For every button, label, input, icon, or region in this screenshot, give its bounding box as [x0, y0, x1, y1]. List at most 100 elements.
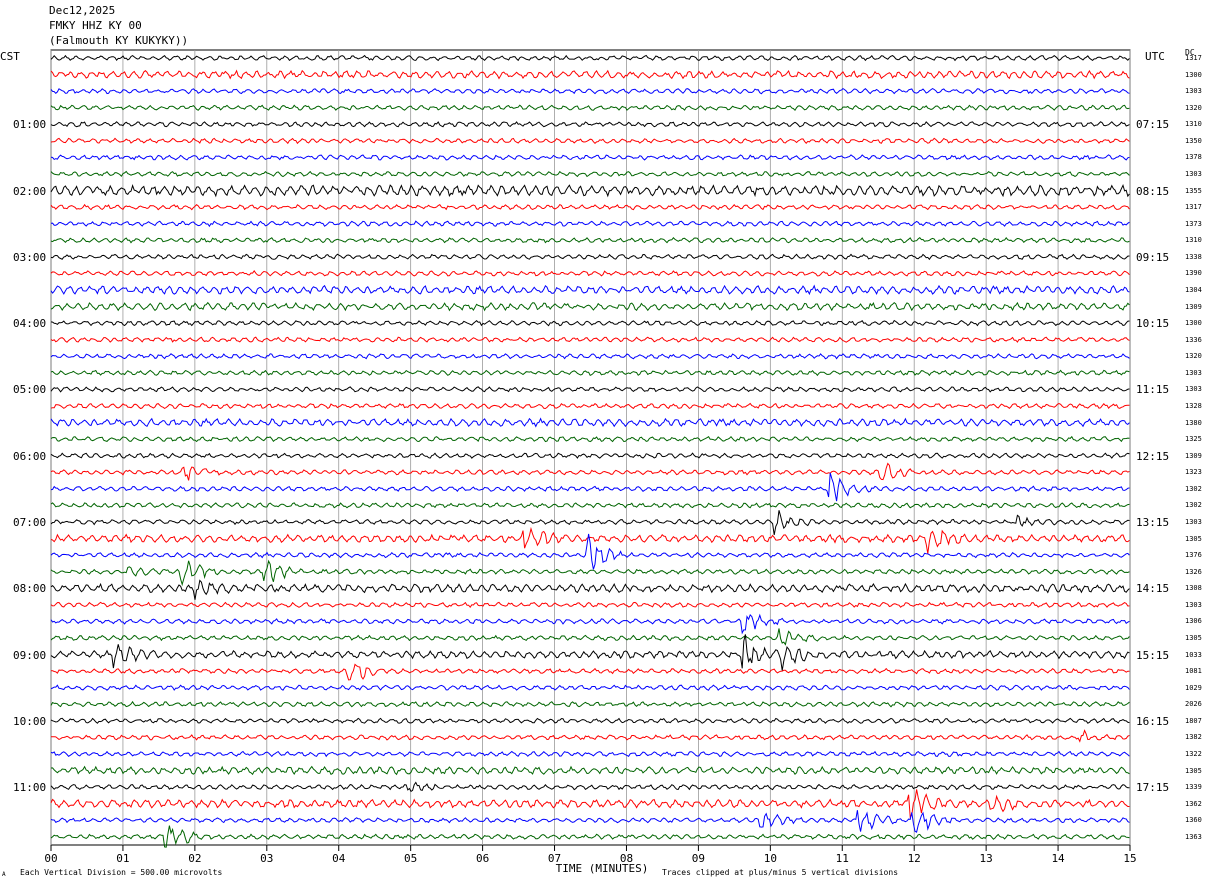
right-timezone-label: UTC — [1145, 50, 1165, 63]
dc-offset-label: 1081 — [1185, 667, 1202, 676]
plot-frame — [50, 49, 1131, 846]
left-hour-label: 06:00 — [13, 449, 47, 463]
seismic-trace — [50, 462, 1130, 481]
seismic-trace — [50, 336, 1130, 343]
seismic-trace — [50, 220, 1130, 228]
seismic-trace — [50, 104, 1130, 112]
seismic-trace — [50, 369, 1130, 377]
dc-offset-label: 1362 — [1185, 799, 1202, 808]
dc-offset-label: 1807 — [1185, 716, 1202, 725]
x-tick-label: 07 — [547, 852, 562, 865]
seismic-trace — [50, 301, 1130, 312]
x-tick-label: 05 — [404, 852, 418, 865]
left-hour-label: 08:00 — [13, 582, 47, 596]
left-hour-label: 02:00 — [13, 184, 47, 198]
seismic-trace — [50, 183, 1130, 198]
dc-offset-label: 1303 — [1185, 600, 1202, 609]
dc-offset-label: 1305 — [1185, 766, 1202, 775]
dc-offset-label: 1029 — [1185, 683, 1202, 692]
seismic-trace — [50, 417, 1130, 428]
left-hour-label: 03:00 — [13, 250, 47, 264]
dc-offset-label: 1320 — [1185, 103, 1202, 112]
dc-offset-label: 1325 — [1185, 435, 1202, 444]
seismic-trace — [50, 270, 1130, 277]
dc-offset-label: 1322 — [1185, 749, 1202, 758]
x-tick-label: 11 — [835, 852, 849, 865]
x-tick-label: 14 — [1051, 852, 1065, 865]
dc-offset-label: 1303 — [1185, 385, 1202, 394]
dc-header-label: DC — [1185, 48, 1195, 57]
x-tick-label: 15 — [1123, 852, 1137, 865]
right-hour-label: 15:15 — [1136, 648, 1170, 662]
x-tick-label: 09 — [691, 852, 706, 865]
dc-offset-label: 1310 — [1185, 236, 1202, 245]
date-label: Dec12,2025 — [49, 4, 116, 17]
right-hour-label: 17:15 — [1136, 781, 1170, 795]
dc-offset-label: 1303 — [1185, 517, 1202, 526]
seismic-trace — [50, 170, 1130, 178]
seismic-trace — [50, 684, 1130, 691]
x-tick-label: 01 — [116, 852, 130, 865]
dc-offset-label: 1306 — [1185, 617, 1202, 626]
left-timezone-label: CST — [0, 50, 20, 63]
x-tick-label: 13 — [979, 852, 993, 865]
right-hour-label: 12:15 — [1136, 449, 1170, 463]
seismic-trace — [50, 203, 1130, 211]
dc-offset-label: 1326 — [1185, 567, 1202, 576]
x-tick-label: 00 — [44, 852, 58, 865]
seismic-trace — [50, 526, 1130, 554]
dc-offset-label: 1338 — [1185, 252, 1202, 261]
left-hour-label: 07:00 — [13, 515, 47, 529]
seismic-trace — [50, 533, 1130, 570]
seismic-trace — [50, 601, 1130, 609]
dc-offset-label: 1304 — [1185, 285, 1202, 294]
seismic-trace — [50, 789, 1130, 819]
x-tick-label: 06 — [475, 852, 490, 865]
seismic-trace — [51, 663, 1130, 681]
dc-offset-label: 1320 — [1185, 352, 1202, 361]
seismic-trace — [50, 154, 1130, 161]
seismic-trace — [50, 284, 1130, 296]
seismic-trace — [50, 319, 1130, 327]
dc-offset-label: 1382 — [1185, 733, 1202, 742]
left-hour-label: 11:00 — [13, 781, 47, 795]
right-hour-label: 07:15 — [1136, 118, 1170, 132]
scale-note: Each Vertical Division = 500.00 microvol… — [20, 868, 223, 877]
right-hour-label: 10:15 — [1136, 317, 1170, 331]
dc-offset-label: 1303 — [1185, 368, 1202, 377]
seismic-trace — [50, 253, 1130, 261]
right-hour-label: 11:15 — [1136, 383, 1170, 397]
seismic-trace — [51, 729, 1130, 743]
seismic-trace — [50, 765, 1130, 776]
left-hour-label: 04:00 — [13, 317, 47, 331]
seismic-trace — [50, 628, 1130, 646]
seismic-trace — [50, 435, 1130, 443]
dc-offset-label: 1302 — [1185, 484, 1202, 493]
seismic-trace — [50, 510, 1130, 535]
dc-offset-label: 1317 — [1185, 54, 1202, 62]
dc-offset-label: 1310 — [1185, 120, 1202, 129]
seismic-trace — [50, 386, 1130, 393]
seismic-trace — [50, 236, 1130, 244]
seismic-trace — [50, 452, 1130, 459]
seismic-trace — [50, 472, 1130, 502]
seismic-trace — [50, 750, 1130, 758]
dc-offset-label: 2026 — [1185, 700, 1202, 709]
x-tick-label: 08 — [619, 852, 634, 865]
left-hour-label: 01:00 — [13, 118, 47, 132]
left-hour-label: 05:00 — [13, 383, 47, 397]
location-label: (Falmouth KY KUKYKY)) — [49, 34, 189, 47]
dc-offset-label: 1350 — [1185, 136, 1202, 145]
x-tick-label: 04 — [332, 852, 346, 865]
dc-offset-label: 1378 — [1185, 153, 1202, 162]
dc-offset-label: 1390 — [1185, 269, 1202, 278]
dc-offset-label: 1380 — [1185, 418, 1202, 427]
dc-offset-label: 1355 — [1185, 186, 1202, 195]
dc-offset-label: 1309 — [1185, 451, 1202, 460]
seismic-trace — [50, 54, 1130, 62]
dc-offset-label: 1323 — [1185, 468, 1202, 477]
seismic-trace — [50, 717, 1130, 724]
dc-offset-label: 1305 — [1185, 534, 1202, 543]
dc-offset-label: 1339 — [1185, 783, 1202, 792]
seismic-trace — [50, 402, 1130, 410]
